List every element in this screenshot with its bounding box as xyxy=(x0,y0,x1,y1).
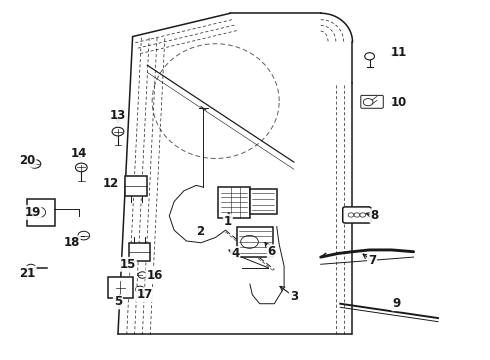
Circle shape xyxy=(75,163,87,172)
Text: 17: 17 xyxy=(137,288,153,301)
Text: 6: 6 xyxy=(268,245,276,258)
Text: 1: 1 xyxy=(224,215,232,228)
Circle shape xyxy=(136,286,145,293)
Text: 16: 16 xyxy=(147,269,163,282)
Circle shape xyxy=(29,159,41,168)
FancyBboxPatch shape xyxy=(361,95,383,108)
Text: 4: 4 xyxy=(231,247,239,260)
Text: 20: 20 xyxy=(20,154,36,167)
Text: 12: 12 xyxy=(102,177,119,190)
Text: 18: 18 xyxy=(63,236,80,249)
FancyBboxPatch shape xyxy=(250,189,277,214)
Text: 13: 13 xyxy=(110,109,126,122)
Circle shape xyxy=(112,127,124,136)
Text: 2: 2 xyxy=(196,225,204,238)
FancyBboxPatch shape xyxy=(218,187,250,218)
Text: 10: 10 xyxy=(391,96,407,109)
Text: 9: 9 xyxy=(392,297,401,310)
Circle shape xyxy=(78,231,90,240)
Circle shape xyxy=(26,264,36,271)
Text: 7: 7 xyxy=(368,254,376,267)
Text: 3: 3 xyxy=(290,290,298,303)
Text: 14: 14 xyxy=(71,147,87,159)
Text: 8: 8 xyxy=(370,210,379,222)
FancyBboxPatch shape xyxy=(26,199,55,226)
Text: 5: 5 xyxy=(114,296,122,309)
FancyBboxPatch shape xyxy=(237,226,273,257)
FancyBboxPatch shape xyxy=(125,176,147,196)
Text: 21: 21 xyxy=(20,267,36,280)
Circle shape xyxy=(138,272,147,278)
FancyBboxPatch shape xyxy=(108,277,133,298)
Text: 19: 19 xyxy=(24,206,41,219)
Text: 11: 11 xyxy=(391,46,407,59)
Text: 15: 15 xyxy=(120,258,136,271)
FancyBboxPatch shape xyxy=(129,243,150,261)
FancyBboxPatch shape xyxy=(343,207,371,223)
